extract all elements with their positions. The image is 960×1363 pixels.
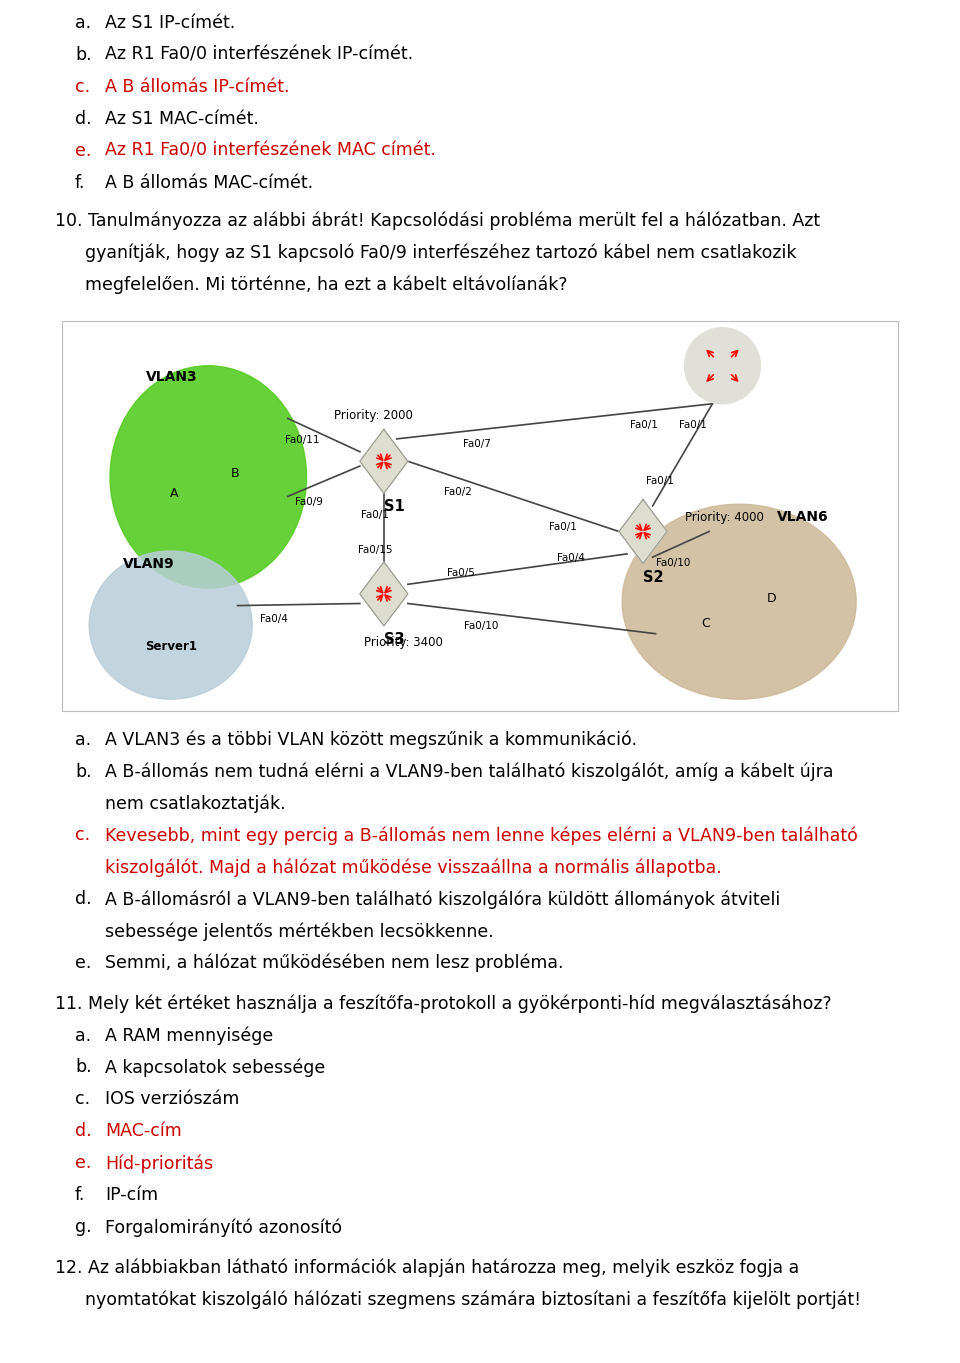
Text: c.: c. — [75, 826, 90, 845]
Text: Fa0/15: Fa0/15 — [358, 545, 392, 555]
Ellipse shape — [622, 504, 856, 699]
Circle shape — [684, 327, 760, 403]
Text: b.: b. — [75, 46, 91, 64]
Text: A RAM mennyisége: A RAM mennyisége — [105, 1026, 274, 1045]
Text: A: A — [170, 487, 179, 500]
Text: Fa0/4: Fa0/4 — [557, 552, 585, 563]
Text: a.: a. — [75, 14, 91, 31]
Text: Priority: 2000: Priority: 2000 — [334, 409, 413, 423]
Text: Server1: Server1 — [145, 641, 197, 653]
Text: MAC-cím: MAC-cím — [105, 1122, 181, 1141]
Text: R1: R1 — [711, 357, 733, 372]
Text: Fa0/10: Fa0/10 — [464, 622, 498, 631]
Text: 12. Az alábbiakban látható információk alapján határozza meg, melyik eszköz fogj: 12. Az alábbiakban látható információk a… — [55, 1258, 800, 1277]
Polygon shape — [619, 499, 667, 563]
Text: VLAN6: VLAN6 — [778, 510, 828, 523]
Text: VLAN9: VLAN9 — [123, 557, 175, 571]
Text: nem csatlakoztatják.: nem csatlakoztatják. — [105, 795, 286, 812]
Text: f.: f. — [75, 173, 85, 191]
Text: A kapcsolatok sebessége: A kapcsolatok sebessége — [105, 1059, 325, 1077]
Text: VLAN3: VLAN3 — [146, 369, 198, 383]
Text: e.: e. — [75, 142, 91, 159]
Text: d.: d. — [75, 1122, 91, 1141]
Text: Kevesebb, mint egy percig a B-állomás nem lenne képes elérni a VLAN9-ben találha: Kevesebb, mint egy percig a B-állomás ne… — [105, 826, 858, 845]
Text: Fa0/7: Fa0/7 — [463, 439, 491, 448]
Text: Az S1 MAC-címét.: Az S1 MAC-címét. — [105, 109, 259, 128]
Text: Az S1 IP-címét.: Az S1 IP-címét. — [105, 14, 235, 31]
Text: Fa0/9: Fa0/9 — [296, 497, 324, 507]
Text: kiszolgálót. Majd a hálózat működése visszaállna a normális állapotba.: kiszolgálót. Majd a hálózat működése vis… — [105, 859, 722, 876]
Text: e.: e. — [75, 954, 91, 972]
Text: A B állomás MAC-címét.: A B állomás MAC-címét. — [105, 173, 313, 191]
Text: g.: g. — [75, 1219, 91, 1236]
Text: Híd-prioritás: Híd-prioritás — [105, 1154, 213, 1172]
Text: a.: a. — [75, 1026, 91, 1044]
Text: Fa0/1: Fa0/1 — [361, 511, 389, 521]
Text: c.: c. — [75, 1090, 90, 1108]
Text: Fa0/11: Fa0/11 — [285, 435, 320, 444]
Text: b.: b. — [75, 1059, 91, 1077]
Text: Priority: 4000: Priority: 4000 — [685, 511, 764, 525]
Text: A B állomás IP-címét.: A B állomás IP-címét. — [105, 78, 290, 95]
Text: sebessége jelentős mértékben lecsökkenne.: sebessége jelentős mértékben lecsökkenne… — [105, 923, 493, 940]
Text: Az R1 Fa0/0 interfészének IP-címét.: Az R1 Fa0/0 interfészének IP-címét. — [105, 46, 413, 64]
Text: 10. Tanulmányozza az alábbi ábrát! Kapcsolódási probléma merült fel a hálózatban: 10. Tanulmányozza az alábbi ábrát! Kapcs… — [55, 213, 820, 230]
Text: Fa0/5: Fa0/5 — [447, 568, 475, 578]
Text: S1: S1 — [384, 499, 404, 514]
Text: Fa0/10: Fa0/10 — [656, 557, 690, 567]
Text: a.: a. — [75, 731, 91, 748]
Text: B: B — [230, 468, 239, 480]
Text: IP-cím: IP-cím — [105, 1186, 158, 1204]
Text: megfelelően. Mi történne, ha ezt a kábelt eltávolíanák?: megfelelően. Mi történne, ha ezt a kábel… — [85, 275, 567, 294]
Text: c.: c. — [75, 78, 90, 95]
Text: S2: S2 — [643, 570, 663, 585]
Polygon shape — [360, 562, 408, 626]
Text: e.: e. — [75, 1154, 91, 1172]
Text: Fa0/1: Fa0/1 — [646, 476, 674, 485]
Text: Fa0/1: Fa0/1 — [679, 420, 707, 429]
Polygon shape — [360, 429, 408, 493]
Text: d.: d. — [75, 890, 91, 908]
Text: Fa0/2: Fa0/2 — [444, 488, 471, 497]
Text: Fa0/1: Fa0/1 — [630, 420, 658, 431]
Text: Priority: 3400: Priority: 3400 — [364, 637, 443, 649]
Text: D: D — [767, 592, 777, 605]
Text: A B-állomás nem tudná elérni a VLAN9-ben található kiszolgálót, amíg a kábelt új: A B-állomás nem tudná elérni a VLAN9-ben… — [105, 763, 833, 781]
Text: Az R1 Fa0/0 interfészének MAC címét.: Az R1 Fa0/0 interfészének MAC címét. — [105, 142, 436, 159]
Text: nyomtatókat kiszolgáló hálózati szegmens számára biztosítani a feszítőfa kijelöl: nyomtatókat kiszolgáló hálózati szegmens… — [85, 1291, 861, 1308]
Text: A B-állomásról a VLAN9-ben található kiszolgálóra küldött állományok átviteli: A B-állomásról a VLAN9-ben található kis… — [105, 890, 780, 909]
Text: gyanítják, hogy az S1 kapcsoló Fa0/9 interfészéhez tartozó kábel nem csatlakozik: gyanítják, hogy az S1 kapcsoló Fa0/9 int… — [85, 244, 797, 263]
Text: S3: S3 — [384, 632, 404, 647]
Text: C: C — [701, 616, 709, 630]
Text: Fa0/4: Fa0/4 — [260, 613, 288, 624]
Text: Forgalomirányító azonosító: Forgalomirányító azonosító — [105, 1219, 342, 1236]
Text: Fa0/1: Fa0/1 — [549, 522, 577, 533]
Text: Semmi, a hálózat működésében nem lesz probléma.: Semmi, a hálózat működésében nem lesz pr… — [105, 954, 564, 972]
Text: b.: b. — [75, 763, 91, 781]
Ellipse shape — [110, 365, 306, 587]
Text: 11. Mely két értéket használja a feszítőfa-protokoll a gyökérponti-híd megválasz: 11. Mely két értéket használja a feszítő… — [55, 995, 831, 1013]
Text: f.: f. — [75, 1186, 85, 1204]
Text: A VLAN3 és a többi VLAN között megszűnik a kommunikáció.: A VLAN3 és a többi VLAN között megszűnik… — [105, 731, 637, 750]
FancyBboxPatch shape — [62, 320, 898, 711]
Text: d.: d. — [75, 109, 91, 128]
Ellipse shape — [89, 551, 252, 699]
Text: IOS verziószám: IOS verziószám — [105, 1090, 239, 1108]
